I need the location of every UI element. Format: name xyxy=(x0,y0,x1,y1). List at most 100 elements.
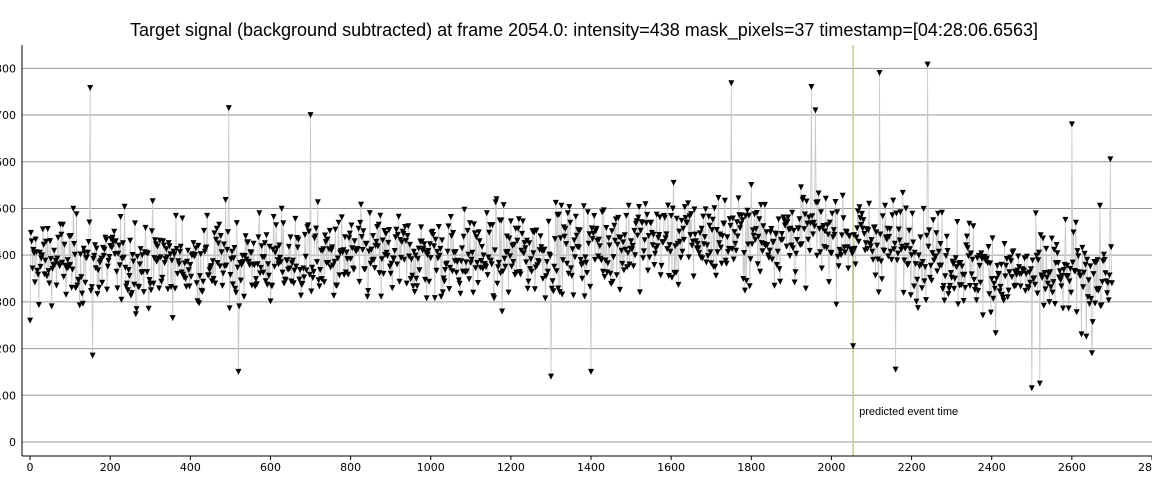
data-point xyxy=(963,233,970,240)
data-point xyxy=(760,223,767,230)
data-point xyxy=(775,216,782,223)
data-point xyxy=(492,199,499,206)
data-point xyxy=(545,218,552,225)
y-tick-label: 400 xyxy=(0,249,16,262)
data-point xyxy=(935,210,941,217)
data-point xyxy=(1096,285,1103,292)
data-point xyxy=(426,278,433,285)
y-tick-label: 100 xyxy=(0,389,16,402)
data-point xyxy=(721,197,728,204)
data-point xyxy=(990,295,997,302)
data-point xyxy=(923,297,929,304)
data-point xyxy=(391,248,398,254)
data-point xyxy=(754,261,761,268)
data-point xyxy=(1065,305,1072,312)
data-point xyxy=(685,200,691,207)
data-point xyxy=(334,282,340,289)
data-point xyxy=(524,285,531,292)
data-point xyxy=(48,303,55,310)
data-point xyxy=(940,283,947,289)
data-point xyxy=(395,213,402,220)
data-point xyxy=(280,220,287,227)
data-point xyxy=(651,262,658,268)
data-point xyxy=(834,253,841,260)
chart-title: Target signal (background subtracted) at… xyxy=(129,20,1039,40)
data-point xyxy=(1029,257,1036,264)
data-point xyxy=(978,250,985,257)
data-point xyxy=(731,229,738,236)
data-point xyxy=(715,195,722,201)
data-point xyxy=(795,225,802,232)
data-point xyxy=(834,209,841,216)
data-point xyxy=(380,270,387,277)
data-point xyxy=(69,266,76,273)
data-point xyxy=(1008,258,1014,265)
data-point xyxy=(442,267,449,273)
data-point xyxy=(845,265,852,272)
x-tick-label: 2600 xyxy=(1058,461,1086,474)
data-point xyxy=(919,259,926,265)
data-point xyxy=(942,273,949,280)
data-point xyxy=(783,243,790,250)
data-point xyxy=(906,227,913,234)
data-point xyxy=(734,233,741,240)
data-point xyxy=(608,228,615,235)
data-point xyxy=(74,282,81,289)
data-point xyxy=(531,286,538,293)
data-point xyxy=(301,231,308,238)
data-point xyxy=(79,300,86,307)
data-point xyxy=(78,274,85,281)
data-point xyxy=(269,283,276,289)
data-point xyxy=(1043,245,1050,252)
data-point xyxy=(148,287,155,294)
data-point xyxy=(447,214,454,220)
data-point xyxy=(669,205,676,212)
data-point xyxy=(563,241,570,248)
x-tick-label: 600 xyxy=(260,461,281,474)
data-point xyxy=(245,239,251,246)
data-point xyxy=(51,261,58,268)
data-point xyxy=(106,254,113,260)
data-point xyxy=(877,231,884,238)
data-point xyxy=(35,302,42,308)
data-point xyxy=(910,239,917,246)
data-point xyxy=(161,260,168,267)
data-point xyxy=(562,225,569,232)
data-point xyxy=(457,290,464,297)
data-point xyxy=(941,297,948,304)
data-point xyxy=(556,211,562,218)
data-point xyxy=(555,285,562,292)
y-tick-label: 700 xyxy=(0,109,16,122)
data-point xyxy=(564,260,570,267)
data-point xyxy=(301,274,308,281)
data-point xyxy=(991,285,998,292)
data-point xyxy=(254,261,261,268)
data-point xyxy=(763,229,770,236)
data-point xyxy=(584,209,591,216)
data-point xyxy=(438,293,445,300)
data-point xyxy=(88,284,95,291)
data-point xyxy=(273,245,280,252)
data-point xyxy=(487,257,494,264)
data-point xyxy=(416,267,423,274)
data-point xyxy=(279,269,286,276)
data-point xyxy=(511,241,518,248)
data-point xyxy=(696,250,703,257)
data-point xyxy=(778,231,785,237)
data-point xyxy=(1031,275,1038,282)
data-point xyxy=(583,259,590,266)
data-point xyxy=(508,263,515,270)
data-point xyxy=(1023,271,1030,277)
data-point xyxy=(184,258,191,265)
data-point xyxy=(619,260,626,267)
data-point xyxy=(975,287,982,294)
data-point xyxy=(32,236,39,243)
data-point xyxy=(626,261,633,268)
data-point xyxy=(423,295,430,302)
data-point xyxy=(864,246,871,252)
data-point xyxy=(489,222,496,229)
data-point xyxy=(235,368,242,375)
data-point xyxy=(308,288,315,295)
data-point xyxy=(965,253,972,260)
data-point xyxy=(356,278,363,285)
